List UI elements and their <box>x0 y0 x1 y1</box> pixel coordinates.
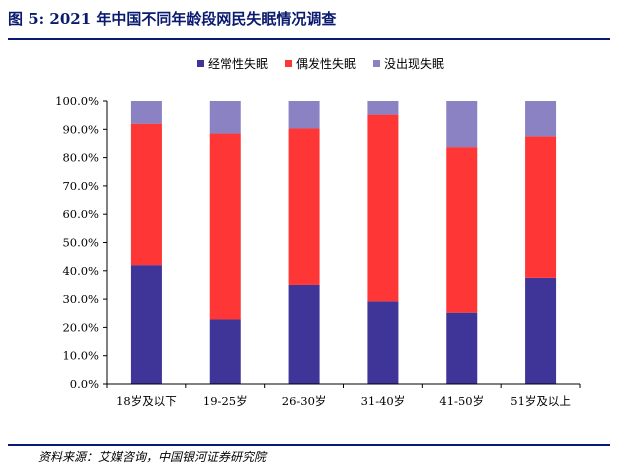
bar-segment <box>288 128 320 285</box>
figure-title: 图 5: 2021 年中国不同年龄段网民失眠情况调查 <box>8 10 337 28</box>
bar-segment <box>130 101 162 124</box>
bar-segment <box>446 312 478 384</box>
legend-swatch <box>285 60 292 67</box>
bar-segment <box>367 101 399 115</box>
y-tick-label: 40.0% <box>62 264 99 278</box>
title-rule <box>8 38 610 40</box>
y-tick-label: 30.0% <box>62 292 99 306</box>
bar-segment <box>209 101 241 134</box>
bar-segment <box>209 319 241 384</box>
y-tick-label: 90.0% <box>62 122 99 136</box>
y-tick-label: 0.0% <box>70 377 99 391</box>
bar-segment <box>525 101 557 137</box>
y-tick-label: 100.0% <box>55 94 99 108</box>
y-tick-label: 10.0% <box>62 349 99 363</box>
source-note: 资料来源：艾媒咨询，中国银河证券研究院 <box>38 450 267 464</box>
x-tick-label: 51岁及以上 <box>510 394 571 408</box>
bar-segment <box>367 114 399 302</box>
x-tick-label: 41-50岁 <box>439 394 484 408</box>
bar-segment <box>525 136 557 278</box>
y-tick-label: 70.0% <box>62 179 99 193</box>
bars <box>130 101 557 384</box>
legend-label: 偶发性失眠 <box>296 56 356 71</box>
y-tick-label: 20.0% <box>62 320 99 334</box>
legend: 经常性失眠 偶发性失眠 没出现失眠 <box>197 56 444 71</box>
y-tick-label: 50.0% <box>62 236 99 250</box>
legend-label: 没出现失眠 <box>384 56 444 71</box>
source-rule <box>8 444 610 446</box>
x-axis: 18岁及以下 19-25岁 26-30岁 31-40岁 41-50岁 51岁及以上 <box>106 383 581 408</box>
y-axis: 0.0% 10.0% 20.0% 30.0% 40.0% 50.0% 60.0% 70.0% 8… <box>55 94 108 391</box>
x-tick-label: 26-30岁 <box>282 394 327 408</box>
legend-swatch <box>197 60 204 67</box>
stacked-bar-chart: 经常性失眠 偶发性失眠 没出现失眠 0.0% 10.0% 20.0% 30.0% 40.0%… <box>55 56 581 408</box>
x-tick-label: 19-25岁 <box>203 394 248 408</box>
bar-segment <box>209 133 241 320</box>
x-tick-label: 31-40岁 <box>361 394 406 408</box>
bar-segment <box>288 284 320 384</box>
bar-segment <box>525 277 557 384</box>
bar-segment <box>288 101 320 129</box>
x-tick-label: 18岁及以下 <box>116 394 177 408</box>
y-tick-label: 80.0% <box>62 151 99 165</box>
bar-segment <box>446 101 478 148</box>
bar-segment <box>367 301 399 384</box>
bar-segment <box>130 265 162 384</box>
bar-segment <box>446 147 478 313</box>
bar-segment <box>130 123 162 266</box>
y-tick-label: 60.0% <box>62 207 99 221</box>
legend-swatch <box>373 60 380 67</box>
legend-label: 经常性失眠 <box>208 56 268 71</box>
